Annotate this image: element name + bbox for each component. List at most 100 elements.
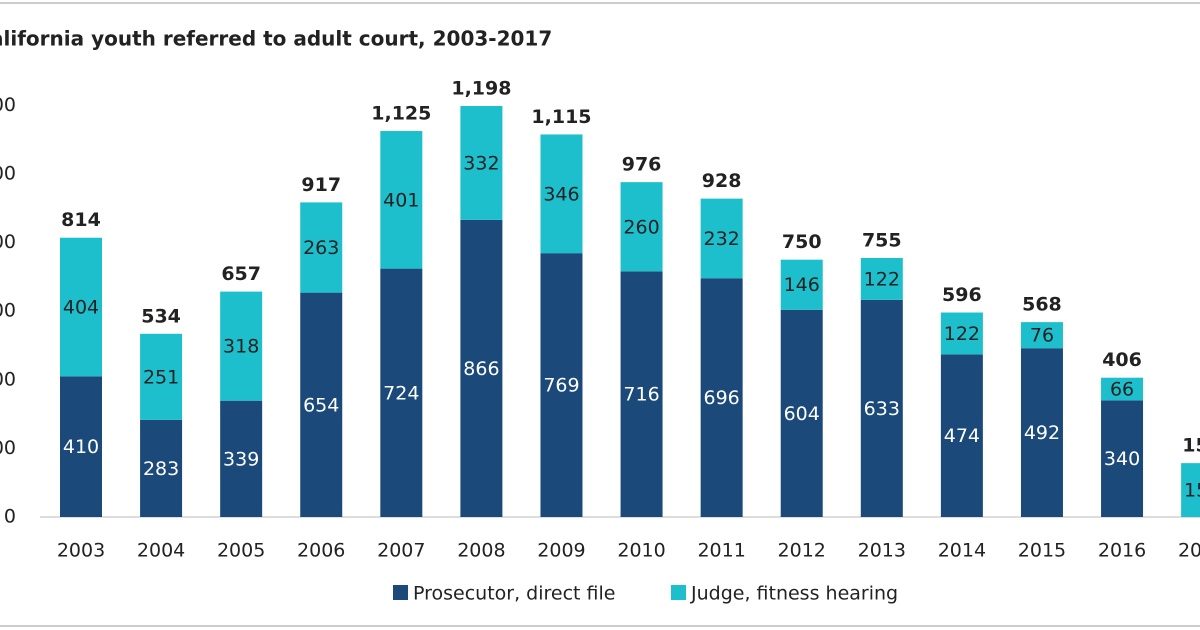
bar-segment bbox=[1020, 348, 1063, 517]
segment-label: 346 bbox=[543, 183, 579, 205]
segment-label: 232 bbox=[704, 228, 740, 250]
segment-label: 260 bbox=[623, 216, 659, 238]
x-tick-label: 2015 bbox=[1018, 540, 1066, 562]
total-label: 928 bbox=[702, 170, 742, 192]
bar-segment bbox=[220, 291, 263, 401]
x-tick-label: 2004 bbox=[137, 540, 185, 562]
legend-label: Prosecutor, direct file bbox=[413, 583, 615, 605]
segment-label: 66 bbox=[1110, 379, 1134, 401]
legend-swatch bbox=[393, 585, 408, 600]
bar-segment bbox=[1181, 463, 1200, 517]
segment-label: 404 bbox=[63, 297, 99, 319]
bar-segment bbox=[1101, 377, 1144, 401]
bar-segment bbox=[780, 309, 823, 517]
bar-segment bbox=[1101, 400, 1144, 517]
x-tick-label: 2013 bbox=[858, 540, 906, 562]
segment-label: 410 bbox=[63, 436, 99, 458]
segment-label: 157 bbox=[1184, 480, 1200, 502]
bar-segment bbox=[140, 333, 183, 420]
x-tick-label: 2010 bbox=[617, 540, 665, 562]
x-tick-label: 2011 bbox=[697, 540, 745, 562]
bar-segment bbox=[780, 259, 823, 310]
bar-segment bbox=[540, 134, 583, 254]
total-label: 1,125 bbox=[371, 103, 431, 125]
total-label: 976 bbox=[622, 154, 662, 176]
segment-label: 604 bbox=[784, 403, 820, 425]
bar-segment bbox=[380, 268, 423, 517]
y-tick-label: 0 bbox=[4, 506, 16, 528]
segment-label: 122 bbox=[864, 268, 900, 290]
segment-label: 76 bbox=[1030, 325, 1054, 347]
bar-segment bbox=[300, 292, 343, 517]
bar-segment bbox=[700, 198, 743, 279]
x-tick-label: 2008 bbox=[457, 540, 505, 562]
total-label: 917 bbox=[301, 174, 341, 196]
total-label: 755 bbox=[862, 229, 902, 251]
total-label: 1,115 bbox=[531, 106, 591, 128]
segment-label: 724 bbox=[383, 382, 419, 404]
total-label: 406 bbox=[1102, 349, 1142, 371]
x-tick-label: 2005 bbox=[217, 540, 265, 562]
segment-label: 866 bbox=[463, 358, 499, 380]
segment-label: 492 bbox=[1024, 422, 1060, 444]
y-tick-label: 800 bbox=[0, 231, 16, 253]
x-tick-label: 2012 bbox=[778, 540, 826, 562]
segment-label: 474 bbox=[944, 425, 980, 447]
bar-segment bbox=[700, 278, 743, 517]
total-label: 814 bbox=[61, 209, 101, 231]
x-tick-label: 2016 bbox=[1098, 540, 1146, 562]
bar-segment bbox=[540, 253, 583, 517]
x-tick-label: 2014 bbox=[938, 540, 986, 562]
bar-segment bbox=[60, 237, 102, 377]
segment-label: 263 bbox=[303, 237, 339, 259]
bar-segment bbox=[460, 219, 503, 517]
bar-segment bbox=[300, 202, 343, 293]
total-label: 750 bbox=[782, 231, 822, 253]
segment-label: 696 bbox=[704, 387, 740, 409]
bar-segment bbox=[220, 400, 263, 517]
segment-label: 716 bbox=[623, 384, 659, 406]
segment-label: 283 bbox=[143, 458, 179, 480]
bar-segment bbox=[620, 271, 663, 517]
y-tick-label: 200 bbox=[0, 437, 16, 459]
bar-segment bbox=[940, 354, 983, 517]
segment-label: 633 bbox=[864, 398, 900, 420]
x-tick-label: 2003 bbox=[57, 540, 105, 562]
total-label: 596 bbox=[942, 284, 982, 306]
y-tick-label: 1000 bbox=[0, 162, 16, 184]
bar-segment bbox=[620, 182, 663, 272]
legend-label: Judge, fitness hearing bbox=[690, 583, 898, 605]
total-label: 157 bbox=[1182, 435, 1200, 457]
bar-segment bbox=[140, 419, 183, 517]
bar-segment bbox=[860, 299, 903, 517]
x-tick-label: 2006 bbox=[297, 540, 345, 562]
x-tick-label: 2017 bbox=[1178, 540, 1200, 562]
segment-label: 146 bbox=[784, 274, 820, 296]
bar-segment bbox=[940, 312, 983, 355]
legend-swatch bbox=[671, 585, 686, 600]
bar-segment bbox=[860, 257, 903, 300]
segment-label: 318 bbox=[223, 336, 259, 358]
total-label: 1,198 bbox=[451, 77, 511, 99]
segment-label: 332 bbox=[463, 152, 499, 174]
bar-segment bbox=[380, 131, 423, 269]
total-label: 568 bbox=[1022, 294, 1062, 316]
chart-title: alifornia youth referred to adult court,… bbox=[0, 27, 552, 51]
total-label: 657 bbox=[221, 263, 261, 285]
bar-segment bbox=[60, 376, 102, 517]
segment-label: 340 bbox=[1104, 448, 1140, 470]
segment-label: 401 bbox=[383, 189, 419, 211]
bar-segment bbox=[1020, 322, 1063, 349]
segment-label: 654 bbox=[303, 394, 339, 416]
x-tick-label: 2007 bbox=[377, 540, 425, 562]
y-tick-label: 600 bbox=[0, 300, 16, 322]
y-tick-label: 400 bbox=[0, 368, 16, 390]
x-tick-label: 2009 bbox=[537, 540, 585, 562]
segment-label: 769 bbox=[543, 375, 579, 397]
bar-segment bbox=[460, 105, 503, 220]
segment-label: 251 bbox=[143, 366, 179, 388]
total-label: 534 bbox=[141, 305, 181, 327]
segment-label: 122 bbox=[944, 323, 980, 345]
y-tick-label: 1200 bbox=[0, 94, 16, 116]
